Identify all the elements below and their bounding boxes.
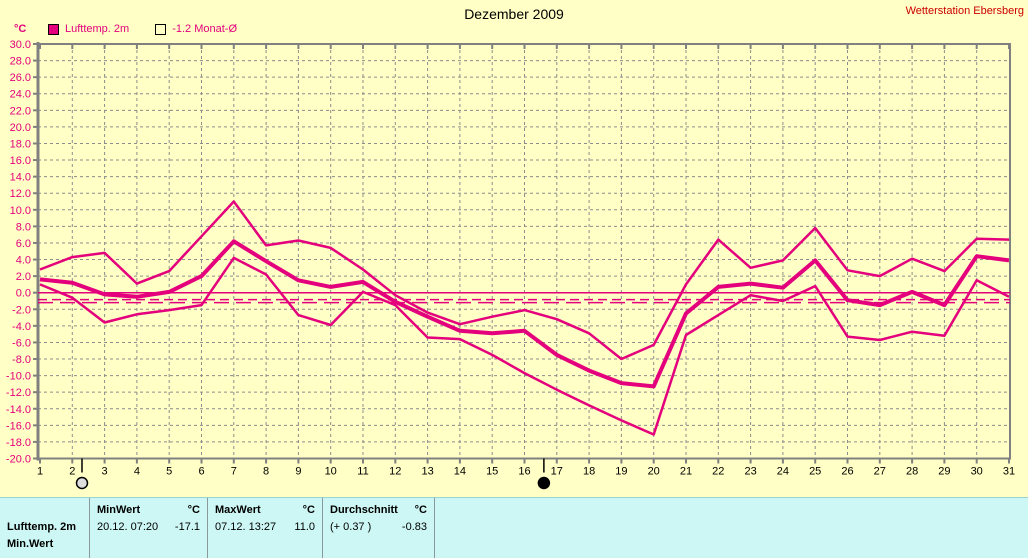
svg-text:19: 19 [615, 466, 627, 478]
station-name: Wetterstation Ebersberg [905, 5, 1024, 17]
svg-text:2.0: 2.0 [16, 271, 31, 283]
svg-text:-8.0: -8.0 [12, 354, 31, 366]
legend-label-lufttemp: Lufttemp. 2m [65, 23, 130, 35]
stats-row-label-column: Lufttemp. 2m Min.Wert [0, 498, 89, 558]
svg-text:24.0: 24.0 [10, 89, 31, 101]
svg-text:28: 28 [906, 466, 918, 478]
svg-text:-14.0: -14.0 [6, 404, 31, 416]
svg-text:26: 26 [841, 466, 853, 478]
stats-row-label: Lufttemp. 2m [7, 520, 77, 533]
svg-text:30: 30 [971, 466, 983, 478]
svg-text:-10.0: -10.0 [6, 371, 31, 383]
y-axis-unit-label: °C [14, 23, 27, 35]
svg-text:12.0: 12.0 [10, 188, 31, 200]
svg-text:24: 24 [777, 466, 789, 478]
page-title: Dezember 2009 [464, 6, 564, 22]
stats-header-durchschnitt-unit: °C [414, 503, 427, 516]
stats-col-maxwert: MaxWert °C 07.12. 13:27 11.0 [207, 498, 322, 558]
svg-text:27: 27 [874, 466, 886, 478]
svg-text:12: 12 [389, 466, 401, 478]
stats-col-minwert: MinWert °C 20.12. 07:20 -17.1 [89, 498, 207, 558]
svg-text:16.0: 16.0 [10, 155, 31, 167]
svg-text:22: 22 [712, 466, 724, 478]
svg-text:9: 9 [295, 466, 301, 478]
temperature-chart: 30.028.026.024.022.020.018.016.014.012.0… [6, 39, 1015, 490]
svg-text:16: 16 [518, 466, 530, 478]
svg-text:-16.0: -16.0 [6, 420, 31, 432]
stats-header-maxwert: MaxWert [215, 503, 261, 516]
legend-label-monat-avg: -1.2 Monat-Ø [172, 23, 238, 35]
svg-text:5: 5 [166, 466, 172, 478]
svg-text:25: 25 [809, 466, 821, 478]
stats-partial-row-label: Min.Wert [7, 537, 54, 550]
stats-header-minwert: MinWert [97, 503, 141, 516]
svg-text:26.0: 26.0 [10, 72, 31, 84]
svg-text:4: 4 [134, 466, 140, 478]
legend-swatch-filled-icon [48, 23, 59, 35]
legend-item-monat-avg: -1.2 Monat-Ø [155, 23, 237, 35]
weather-chart-page: { "header": { "title": "Dezember 2009", … [0, 5, 1028, 558]
stats-header-maxwert-unit: °C [302, 503, 315, 516]
svg-text:31: 31 [1003, 466, 1015, 478]
svg-text:8.0: 8.0 [16, 221, 31, 233]
svg-text:20: 20 [648, 466, 660, 478]
svg-text:23: 23 [744, 466, 756, 478]
svg-text:14.0: 14.0 [10, 172, 31, 184]
svg-text:28.0: 28.0 [10, 56, 31, 68]
svg-text:15: 15 [486, 466, 498, 478]
stats-maxwert-value: 11.0 [294, 520, 315, 533]
svg-text:18: 18 [583, 466, 595, 478]
stats-empty-column [434, 498, 1028, 558]
stats-minwert-datetime: 20.12. 07:20 [97, 520, 159, 533]
svg-text:7: 7 [231, 466, 237, 478]
svg-text:-4.0: -4.0 [12, 321, 31, 333]
svg-text:6.0: 6.0 [16, 238, 31, 250]
svg-text:30.0: 30.0 [10, 39, 31, 51]
svg-text:20.0: 20.0 [10, 122, 31, 134]
svg-text:18.0: 18.0 [10, 138, 31, 150]
svg-text:14: 14 [454, 466, 466, 478]
svg-text:4.0: 4.0 [16, 255, 31, 267]
stats-col-durchschnitt: Durchschnitt °C (+ 0.37 ) -0.83 [322, 498, 434, 558]
stats-durchschnitt-value: -0.83 [401, 520, 427, 533]
svg-text:3: 3 [102, 466, 108, 478]
svg-text:8: 8 [263, 466, 269, 478]
stats-table: Lufttemp. 2m Min.Wert MinWert °C 20.12. … [0, 497, 1028, 558]
svg-text:11: 11 [357, 466, 368, 478]
legend-item-lufttemp: Lufttemp. 2m [48, 23, 129, 35]
svg-text:-18.0: -18.0 [6, 437, 31, 449]
svg-text:22.0: 22.0 [10, 105, 31, 117]
svg-text:10: 10 [325, 466, 337, 478]
svg-text:21: 21 [680, 466, 692, 478]
svg-text:-20.0: -20.0 [6, 454, 31, 466]
stats-durchschnitt-datetime: (+ 0.37 ) [330, 520, 372, 533]
stats-header-durchschnitt: Durchschnitt [330, 503, 398, 516]
stats-maxwert-datetime: 07.12. 13:27 [215, 520, 277, 533]
legend: Lufttemp. 2m -1.2 Monat-Ø [48, 23, 237, 35]
legend-swatch-open-icon [155, 23, 167, 35]
stats-minwert-value: -17.1 [174, 520, 200, 533]
svg-text:2: 2 [69, 466, 75, 478]
svg-text:-6.0: -6.0 [12, 337, 31, 349]
svg-text:-2.0: -2.0 [12, 304, 31, 316]
svg-text:0.0: 0.0 [16, 288, 31, 300]
stats-header-minwert-unit: °C [187, 503, 200, 516]
svg-text:10.0: 10.0 [10, 205, 31, 217]
svg-text:17: 17 [551, 466, 563, 478]
svg-text:13: 13 [421, 466, 433, 478]
svg-text:-12.0: -12.0 [6, 387, 31, 399]
svg-text:1: 1 [37, 466, 43, 478]
svg-text:6: 6 [198, 466, 204, 478]
svg-text:29: 29 [938, 466, 950, 478]
